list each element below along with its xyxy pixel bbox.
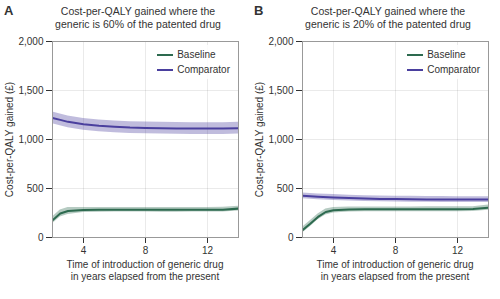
- html-text:Time of introduction of generi: Time of introduction of generic drug in …: [66, 259, 224, 282]
- svg-text:1,500: 1,500: [268, 85, 293, 96]
- html-text:B: B: [254, 3, 264, 18]
- svg-text:Cost-per-QALY gained (£): Cost-per-QALY gained (£): [254, 82, 265, 197]
- svg-text:2,000: 2,000: [18, 36, 43, 47]
- html-text:A: A: [4, 3, 14, 18]
- html-text:Cost-per-QALY gained where the: Cost-per-QALY gained where the generic i…: [55, 5, 221, 30]
- svg-text:500: 500: [27, 183, 44, 194]
- svg-text:Cost-per-QALY gained (£): Cost-per-QALY gained (£): [4, 82, 15, 197]
- svg-text:2,000: 2,000: [268, 36, 293, 47]
- html-text:Baseline: Baseline: [177, 49, 216, 60]
- html-text:Comparator: Comparator: [427, 64, 480, 75]
- svg-text:0: 0: [38, 232, 44, 243]
- svg-text:4: 4: [331, 245, 337, 256]
- svg-text:12: 12: [202, 245, 214, 256]
- svg-text:1,000: 1,000: [268, 134, 293, 145]
- html-text:Cost-per-QALY gained where the: Cost-per-QALY gained where the generic i…: [305, 5, 471, 30]
- html-text:Baseline: Baseline: [427, 49, 466, 60]
- html-text:Comparator: Comparator: [177, 64, 230, 75]
- svg-text:8: 8: [143, 245, 149, 256]
- html-text:Time of introduction of generi: Time of introduction of generic drug in …: [316, 259, 474, 282]
- svg-text:4: 4: [81, 245, 87, 256]
- svg-text:8: 8: [393, 245, 399, 256]
- svg-text:12: 12: [452, 245, 464, 256]
- svg-text:500: 500: [277, 183, 294, 194]
- svg-text:1,500: 1,500: [18, 85, 43, 96]
- svg-text:1,000: 1,000: [18, 134, 43, 145]
- svg-text:0: 0: [288, 232, 294, 243]
